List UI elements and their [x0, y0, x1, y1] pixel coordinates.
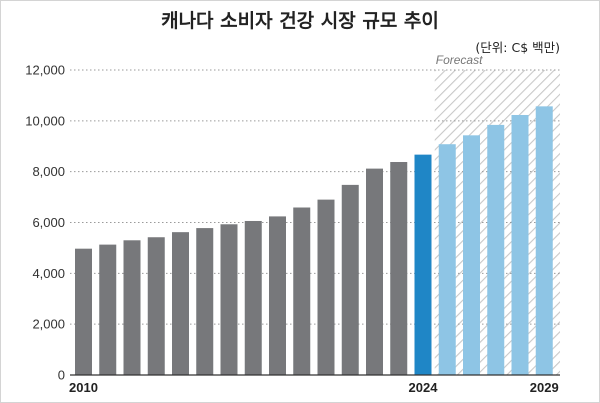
y-tick-label: 6,000 — [32, 215, 65, 230]
x-axis-ticks: 2010 2024 2029 — [69, 380, 559, 395]
bar-2013 — [147, 237, 165, 375]
y-tick-label: 10,000 — [25, 113, 65, 128]
forecast-label: Forecast — [436, 53, 483, 67]
x-tick-label: 2024 — [409, 380, 439, 395]
x-tick-label: 2029 — [530, 380, 559, 395]
chart-title: 캐나다 소비자 건강 시장 규모 추이 — [161, 10, 439, 32]
bar-2010 — [75, 248, 92, 375]
bar-2018 — [269, 216, 286, 375]
bar-2028 — [511, 114, 529, 376]
bar-2023 — [390, 162, 408, 375]
unit-label: (단위: C$ 백만) — [475, 40, 560, 55]
bar-2017 — [244, 220, 262, 375]
bar-2020 — [317, 199, 335, 375]
y-tick-label: 12,000 — [25, 63, 65, 78]
bars — [75, 106, 553, 376]
bar-2016 — [220, 224, 238, 375]
bar-2021 — [341, 184, 359, 375]
bar-2012 — [123, 240, 141, 375]
bar-2014 — [172, 232, 189, 375]
bar-2011 — [99, 244, 117, 375]
y-tick-label: 0 — [58, 368, 65, 383]
y-tick-label: 2,000 — [32, 317, 65, 332]
bar-2022 — [366, 168, 383, 375]
bar-2024 — [414, 154, 432, 375]
y-tick-label: 4,000 — [32, 266, 65, 281]
bar-2015 — [196, 228, 214, 375]
bar-2025 — [438, 144, 456, 375]
bar-2026 — [463, 135, 480, 375]
y-axis-ticks: 0 2,000 4,000 6,000 8,000 10,000 12,000 — [25, 63, 65, 383]
bar-2027 — [487, 124, 505, 376]
x-tick-label: 2010 — [69, 380, 98, 395]
bar-2019 — [293, 207, 311, 375]
y-tick-label: 8,000 — [32, 164, 65, 179]
bar-2029 — [535, 106, 553, 376]
